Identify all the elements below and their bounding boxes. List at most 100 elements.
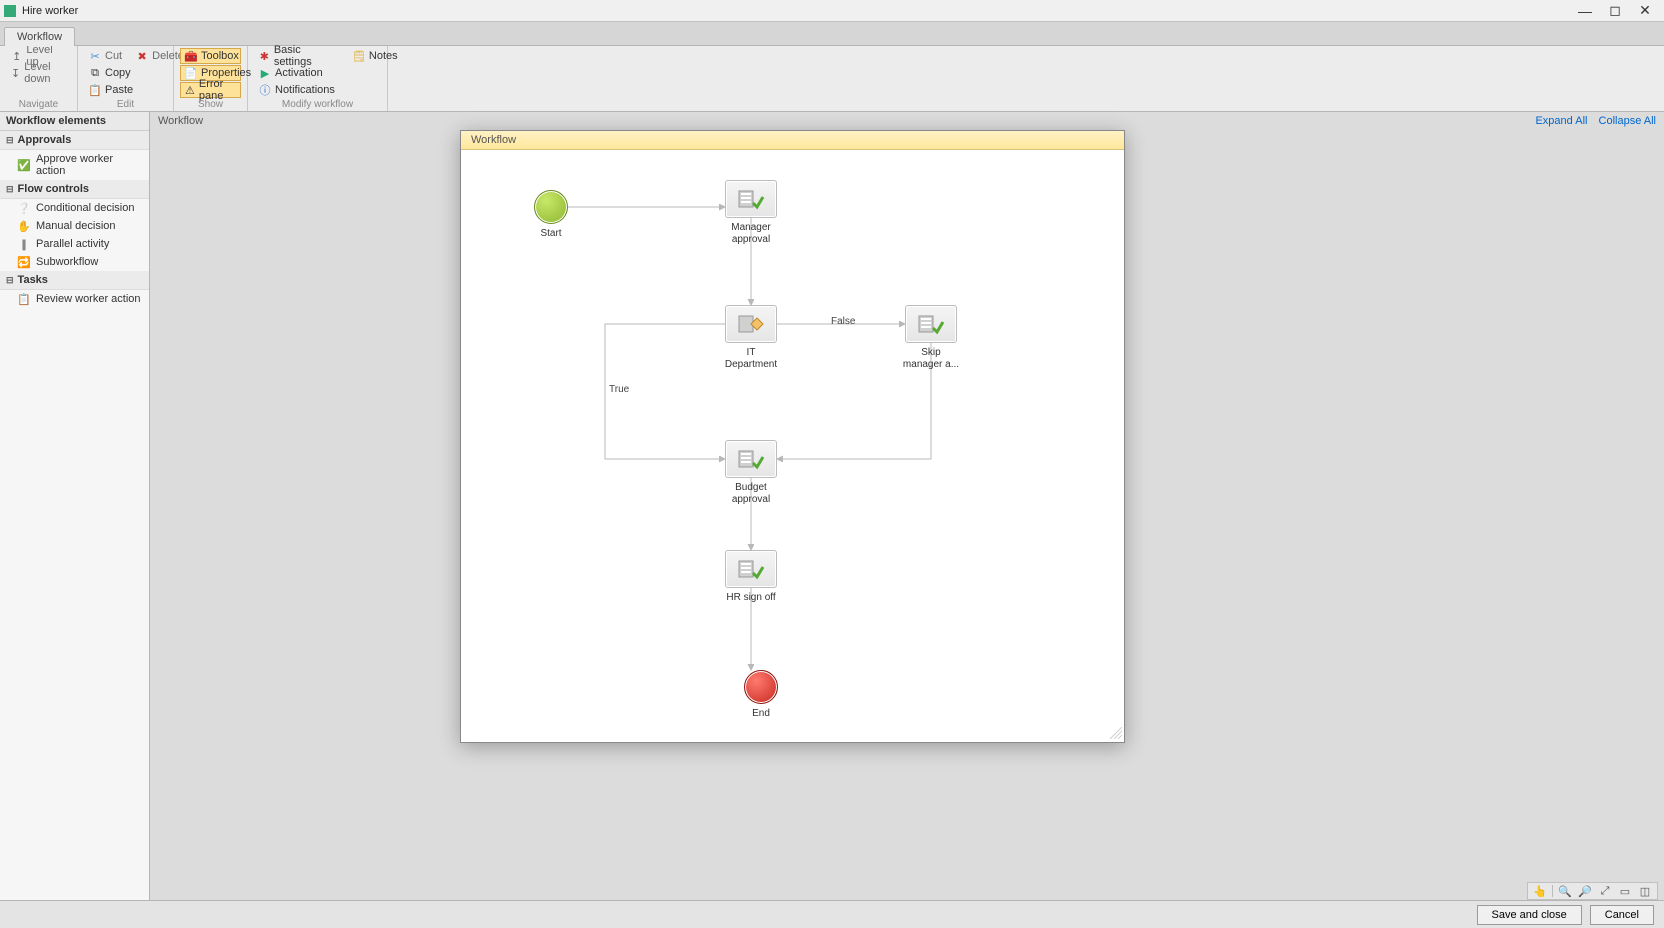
sidebar-item[interactable]: ∥ Parallel activity (0, 235, 149, 253)
basic-settings-button[interactable]: ✱Basic settings (254, 48, 340, 64)
level-down-button[interactable]: ↧Level down (6, 65, 71, 81)
expand-all-link[interactable]: Expand All (1535, 115, 1587, 127)
diagram-node-label: HR sign off (721, 592, 781, 604)
app-icon (4, 5, 16, 17)
parallel-icon: ∥ (18, 238, 30, 250)
edge-label: False (829, 316, 857, 327)
sidebar-title: Workflow elements (0, 112, 149, 131)
sidebar-group-title: Flow controls (18, 183, 90, 195)
task-icon (737, 187, 765, 211)
zoom-100-button[interactable]: ▭ (1617, 884, 1633, 898)
diagram-node-start[interactable]: Start (521, 190, 581, 240)
collapse-all-link[interactable]: Collapse All (1599, 115, 1656, 127)
diagram-node-end[interactable]: End (731, 670, 791, 720)
conditional-icon: ❔ (18, 202, 30, 214)
error-pane-icon: ⚠ (185, 84, 195, 96)
task-icon (737, 557, 765, 581)
ribbon-group-label: Modify workflow (254, 99, 381, 111)
level-down-icon: ↧ (11, 67, 20, 79)
ribbon-group-label: Show (180, 99, 241, 111)
sidebar-item[interactable]: ✅Approve worker action (0, 150, 149, 180)
sidebar-item-label: Conditional decision (36, 202, 134, 214)
sidebar-item-label: Parallel activity (36, 238, 109, 250)
ribbon: ↥Level up ↧Level down Navigate ✂Cut ✖Del… (0, 46, 1664, 112)
sidebar-group-header[interactable]: ⊟ Approvals (0, 131, 149, 150)
ribbon-group-show: 🧰Toolbox 📄Properties ⚠Error pane Show (174, 46, 248, 111)
maximize-button[interactable]: ◻ (1600, 2, 1630, 19)
diagram-node-label: Skip manager a... (901, 347, 961, 370)
diagram-node-budget[interactable]: Budget approval (721, 440, 781, 505)
paste-button[interactable]: 📋Paste (84, 82, 167, 98)
sidebar-item-label: Manual decision (36, 220, 116, 232)
diagram-node-it[interactable]: IT Department (721, 305, 781, 370)
save-and-close-button[interactable]: Save and close (1477, 905, 1582, 925)
sidebar: Workflow elements ⊟ Approvals ✅Approve wor… (0, 112, 150, 900)
tab-workflow[interactable]: Workflow (4, 27, 75, 46)
pointer-tool-button[interactable]: 👆 (1532, 884, 1548, 898)
sidebar-item-label: Review worker action (36, 293, 141, 305)
cancel-button[interactable]: Cancel (1590, 905, 1654, 925)
workflow-canvas[interactable]: Start Manager approval IT Department Skip m… (461, 150, 1124, 741)
sidebar-item[interactable]: 🔁 Subworkflow (0, 253, 149, 271)
resize-grip-icon[interactable] (1110, 727, 1122, 739)
sidebar-group-header[interactable]: ⊟Tasks (0, 271, 149, 290)
sidebar-item-label: Subworkflow (36, 256, 98, 268)
expander-icon: ⊟ (6, 184, 14, 195)
task-icon (737, 447, 765, 471)
expander-icon: ⊟ (6, 135, 14, 146)
error-pane-button[interactable]: ⚠Error pane (180, 82, 241, 98)
subworkflow-icon: 🔁 (18, 256, 30, 268)
properties-icon: 📄 (185, 67, 197, 79)
diagram-node-label: Start (521, 228, 581, 240)
minimize-button[interactable]: — (1570, 3, 1600, 19)
sidebar-group-title: Tasks (18, 274, 48, 286)
decision-icon (737, 312, 765, 336)
cut-icon: ✂ (89, 50, 101, 62)
toolbox-icon: 🧰 (185, 50, 197, 62)
zoom-out-button[interactable]: 🔎 (1577, 884, 1593, 898)
ribbon-group-edit: ✂Cut ✖Delete ⧉Copy 📋Paste Edit (78, 46, 174, 111)
activation-button[interactable]: ▶Activation (254, 65, 340, 81)
titlebar: Hire worker — ◻ ✕ (0, 0, 1664, 22)
diagram-node-mgr[interactable]: Manager approval (721, 180, 781, 245)
window-title: Hire worker (22, 5, 1570, 17)
zoom-toolbar: 👆 🔍 🔎 ⤢ ▭ ◫ (1527, 882, 1658, 900)
sidebar-group-header[interactable]: ⊟ Flow controls (0, 180, 149, 199)
ribbon-group-modify: ✱Basic settings ▶Activation ⓘNotificatio… (248, 46, 388, 111)
ribbon-group-label: Navigate (6, 99, 71, 111)
zoom-fit-button[interactable]: ⤢ (1597, 884, 1613, 898)
ribbon-group-navigate: ↥Level up ↧Level down Navigate (0, 46, 78, 111)
sidebar-item[interactable]: ✋ Manual decision (0, 217, 149, 235)
workflow-panel[interactable]: Workflow StartManager approvalIT Departm… (460, 130, 1125, 743)
edge-label: True (607, 384, 631, 395)
copy-icon: ⧉ (89, 67, 101, 79)
cut-button[interactable]: ✂Cut (84, 48, 127, 64)
canvas-header: Workflow Expand All Collapse All (150, 112, 1664, 130)
breadcrumb: Workflow (158, 115, 203, 127)
sidebar-item[interactable]: 📋Review worker action (0, 290, 149, 308)
task-icon (917, 312, 945, 336)
activation-icon: ▶ (259, 67, 271, 79)
toolbox-button[interactable]: 🧰Toolbox (180, 48, 241, 64)
paste-icon: 📋 (89, 84, 101, 96)
level-up-icon: ↥ (11, 50, 22, 62)
tabstrip: Workflow (0, 22, 1664, 46)
sidebar-item[interactable]: ❔ Conditional decision (0, 199, 149, 217)
sidebar-group-title: Approvals (18, 134, 72, 146)
diagram-node-skip[interactable]: Skip manager a... (901, 305, 961, 370)
manual-icon: ✋ (18, 220, 30, 232)
notes-button[interactable]: 🗒Notes (348, 48, 403, 64)
notifications-button[interactable]: ⓘNotifications (254, 82, 340, 98)
notifications-icon: ⓘ (259, 84, 271, 96)
diagram-node-label: IT Department (721, 347, 781, 370)
footer: Save and close Cancel (0, 900, 1664, 928)
copy-button[interactable]: ⧉Copy (84, 65, 167, 81)
zoom-region-button[interactable]: ◫ (1637, 884, 1653, 898)
diagram-node-hr[interactable]: HR sign off (721, 550, 781, 604)
zoom-in-button[interactable]: 🔍 (1557, 884, 1573, 898)
diagram-node-label: Budget approval (721, 482, 781, 505)
ribbon-group-label: Edit (84, 99, 167, 111)
delete-icon: ✖ (136, 50, 148, 62)
close-button[interactable]: ✕ (1630, 2, 1660, 19)
approve-icon: ✅ (18, 159, 30, 171)
